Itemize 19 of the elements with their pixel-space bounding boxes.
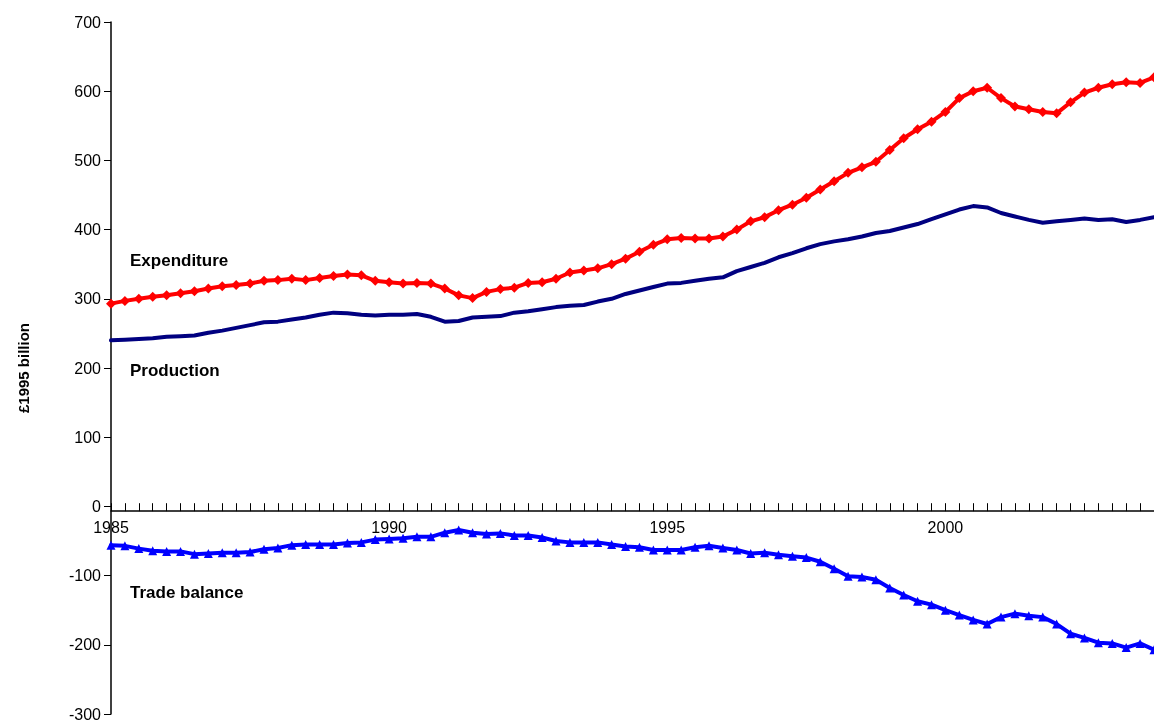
y-tick-label: 300 [74,290,102,308]
x-tick-label: 1990 [371,518,408,536]
y-tick-label: 400 [74,221,102,239]
y-tick-label: 100 [74,428,102,446]
series-label: Production [130,361,220,380]
y-tick-label: 500 [74,151,102,169]
y-tick-label: 700 [74,13,102,31]
y-tick-label: -100 [68,567,102,585]
y-tick-label: -300 [68,705,102,722]
y-tick-label: 600 [74,82,102,100]
x-tick-label: 2000 [927,518,964,536]
x-tick-label: 1995 [649,518,686,536]
y-tick-label: 200 [74,359,102,377]
y-tick-label: 0 [92,497,102,515]
y-axis-title: £1995 billion [15,322,32,414]
line-series [109,204,1154,343]
series-label: Expenditure [130,251,229,270]
y-tick-label: -200 [68,636,102,654]
series-label: Trade balance [130,583,244,602]
